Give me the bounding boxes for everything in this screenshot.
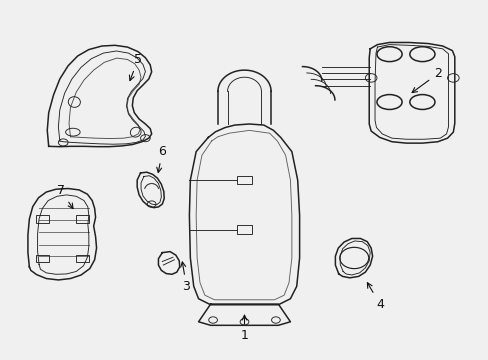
Text: 5: 5 bbox=[129, 53, 142, 81]
Text: 1: 1 bbox=[240, 315, 248, 342]
Bar bbox=[237, 225, 251, 234]
Bar bbox=[76, 255, 89, 262]
Text: 3: 3 bbox=[181, 262, 190, 293]
Text: 2: 2 bbox=[411, 67, 441, 93]
Bar bbox=[76, 215, 89, 222]
Bar bbox=[237, 176, 251, 184]
Bar bbox=[36, 215, 49, 222]
Text: 7: 7 bbox=[57, 184, 73, 208]
Text: 6: 6 bbox=[157, 145, 166, 172]
Bar bbox=[36, 255, 49, 262]
Text: 4: 4 bbox=[366, 283, 383, 311]
